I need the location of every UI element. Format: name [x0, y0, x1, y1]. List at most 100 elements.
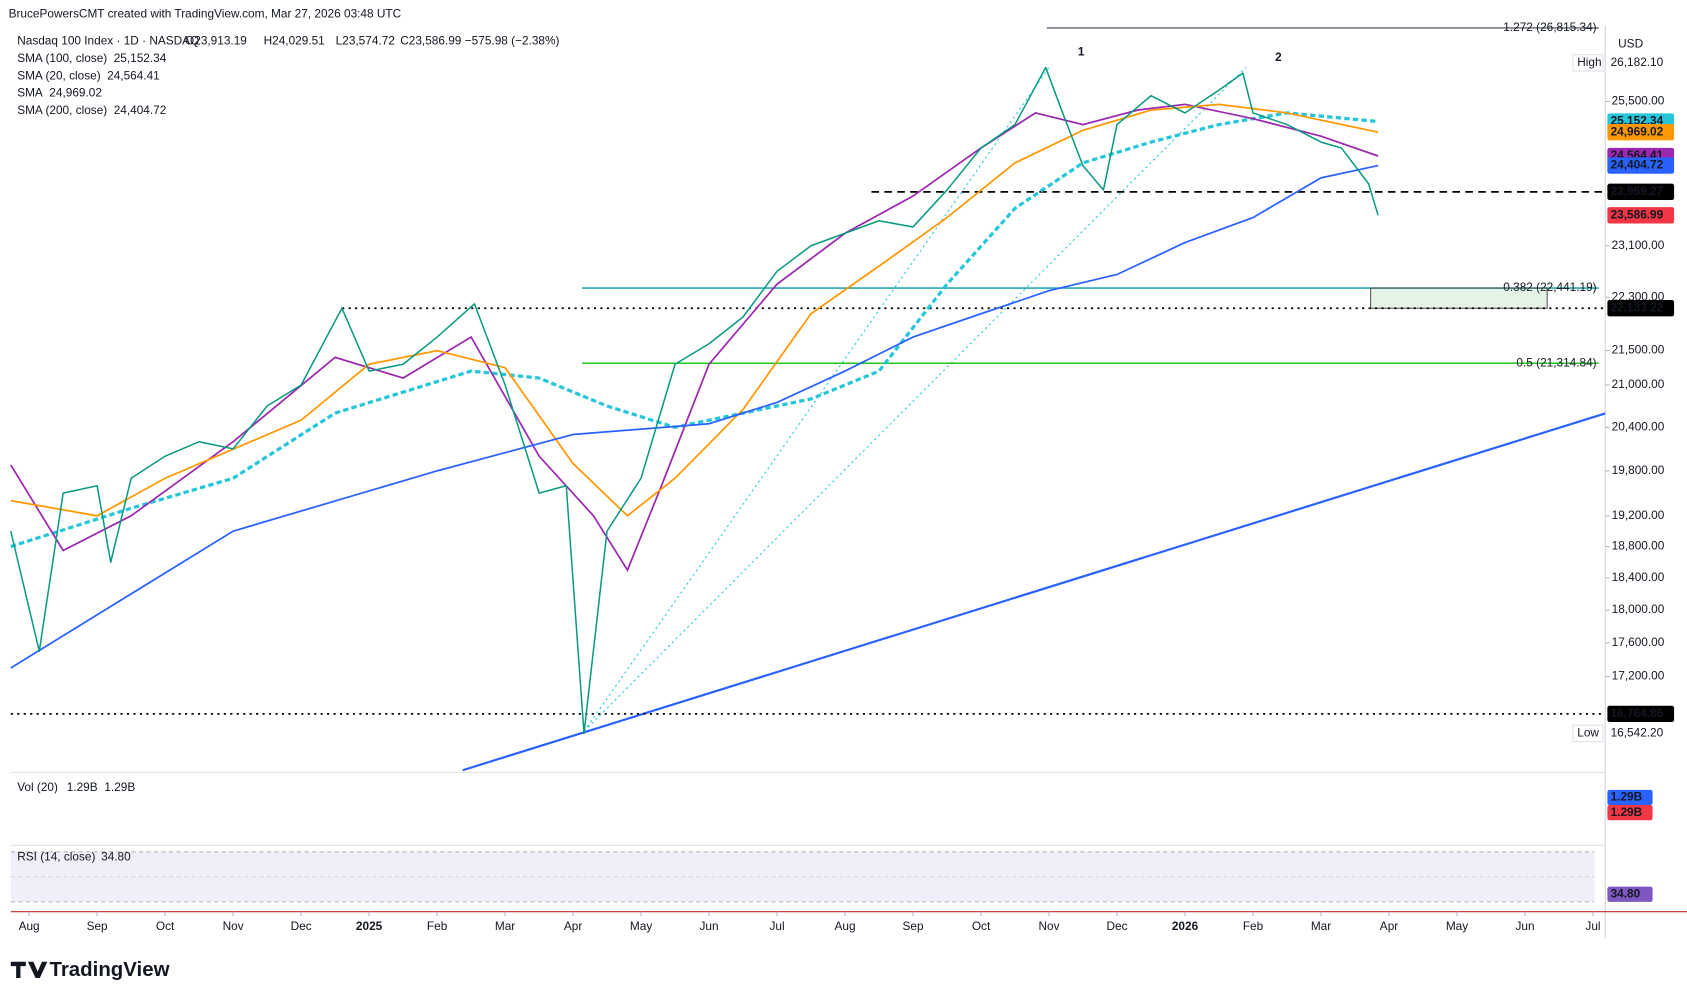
price-badge	[1607, 183, 1675, 201]
badge-tag	[1572, 724, 1604, 743]
x-tick-label: Feb	[427, 919, 448, 933]
y-tick-label: 22,300.00	[1612, 289, 1665, 303]
x-tick-label: Jun	[700, 919, 719, 933]
legend-value: 25,152.34	[114, 51, 167, 65]
volume-value: 1.29B	[104, 780, 135, 794]
ohlc-value: C23,586.99	[400, 33, 462, 47]
y-tick-label: 23,100.00	[1612, 238, 1665, 252]
wave-label: 2	[1275, 50, 1282, 64]
rsi-value: 34.80	[101, 849, 131, 863]
x-tick-label: Oct	[156, 919, 175, 933]
rsi-badge-label: 34.80	[1611, 886, 1641, 900]
wave-label: 1	[1078, 44, 1085, 58]
attribution: BrucePowersCMT created with TradingView.…	[9, 6, 402, 20]
ohlc-value: −575.98 (−2.38%)	[465, 33, 560, 47]
price-badge	[1607, 725, 1675, 742]
x-tick-label: May	[1446, 919, 1468, 933]
x-tick-label: Jul	[1585, 919, 1600, 933]
trendline	[462, 412, 1606, 772]
y-tick-label: 25,500.00	[1612, 94, 1665, 108]
price-badge-label: 23,586.99	[1611, 207, 1664, 221]
y-tick-label: 18,000.00	[1612, 602, 1665, 616]
target-zone	[1370, 287, 1548, 309]
y-tick-label: 17,200.00	[1612, 669, 1665, 683]
rsi-title: RSI (14, close)	[17, 849, 95, 863]
price-badge	[1607, 54, 1675, 72]
x-tick-label: Nov	[223, 919, 244, 933]
ohlc-value: O23,913.19	[185, 33, 247, 47]
price-badge-label: 24,404.72	[1611, 158, 1664, 172]
legend-value: 24,564.41	[107, 68, 160, 82]
legend-name: SMA	[17, 86, 43, 100]
price-badge-label: 16,764.86	[1611, 706, 1664, 720]
sma-line	[10, 164, 1379, 669]
price-badge-label: 23,969.27	[1611, 184, 1664, 198]
price-badge-label: 26,182.10	[1611, 55, 1664, 69]
fib-label: 0.5 (21,314.84)	[1516, 355, 1596, 369]
x-tick-label: Nov	[1039, 919, 1060, 933]
badge-tag-label: Low	[1577, 725, 1599, 739]
volume-badge	[1607, 805, 1653, 821]
y-tick-label: 17,600.00	[1612, 635, 1665, 649]
legend-value: 24,969.02	[49, 86, 102, 100]
legend-value: 24,404.72	[114, 103, 167, 117]
price-badge-label: 22,133.22	[1611, 300, 1664, 314]
y-tick-label: 19,200.00	[1612, 508, 1665, 522]
x-tick-label: Dec	[1107, 919, 1128, 933]
x-tick-label: Apr	[564, 919, 582, 933]
x-tick-label: Oct	[972, 919, 991, 933]
legend-name: SMA (20, close)	[17, 68, 100, 82]
x-tick-label: Jul	[769, 919, 784, 933]
volume-badge-label: 1.29B	[1611, 805, 1643, 819]
x-tick-label: Aug	[835, 919, 856, 933]
legend-name: SMA (100, close)	[17, 51, 107, 65]
x-tick-label: 2026	[1172, 919, 1199, 933]
badge-tag-label: High	[1577, 55, 1601, 69]
x-tick-label: Aug	[19, 919, 40, 933]
y-tick-label: 20,400.00	[1612, 419, 1665, 433]
price-line	[10, 66, 1379, 735]
volume-value: 1.29B	[67, 780, 98, 794]
x-tick-label: Mar	[495, 919, 515, 933]
currency: USD	[1618, 37, 1643, 51]
symbol-title: Nasdaq 100 Index · 1D · NASDAQ	[17, 33, 199, 47]
price-badge	[1607, 157, 1675, 174]
brand-name: TradingView	[49, 958, 170, 981]
price-badge	[1607, 300, 1675, 317]
x-tick-label: Sep	[87, 919, 108, 933]
price-badge	[1607, 207, 1675, 224]
x-tick-label: Jun	[1515, 919, 1534, 933]
logo-mark	[10, 961, 48, 979]
x-tick-label: Mar	[1311, 919, 1331, 933]
y-tick-label: 18,800.00	[1612, 539, 1665, 553]
x-tick-label: May	[630, 919, 652, 933]
x-tick-label: Dec	[291, 919, 312, 933]
fib-label: 1.272 (26,815.34)	[1503, 20, 1596, 34]
ohlc-value: L23,574.72	[336, 33, 396, 47]
volume-badge	[1607, 789, 1653, 806]
price-badge	[1607, 705, 1675, 723]
volume-badge-label: 1.29B	[1611, 790, 1643, 804]
y-tick-label: 19,800.00	[1612, 463, 1665, 477]
legend-name: SMA (200, close)	[17, 103, 107, 117]
rsi-badge	[1607, 886, 1653, 902]
x-tick-label: Apr	[1380, 919, 1398, 933]
brand-logo: TradingView	[10, 958, 170, 981]
channel-line	[583, 67, 1247, 732]
price-badge-label: 24,969.02	[1611, 124, 1664, 138]
sma-line	[10, 103, 1379, 517]
price-badge-label: 16,542.20	[1611, 725, 1664, 739]
price-badge	[1607, 124, 1675, 141]
sma-line	[10, 111, 1379, 549]
badge-tag	[1572, 54, 1604, 72]
y-tick-label: 18,400.00	[1612, 570, 1665, 584]
x-tick-label: Sep	[903, 919, 924, 933]
y-tick-label: 21,000.00	[1612, 377, 1665, 391]
fib-label: 0.382 (22,441.19)	[1503, 280, 1596, 294]
volume-title: Vol (20)	[17, 780, 58, 794]
y-tick-label: 21,500.00	[1612, 343, 1665, 357]
ohlc-value: H24,029.51	[264, 33, 326, 47]
x-tick-label: Feb	[1243, 919, 1264, 933]
